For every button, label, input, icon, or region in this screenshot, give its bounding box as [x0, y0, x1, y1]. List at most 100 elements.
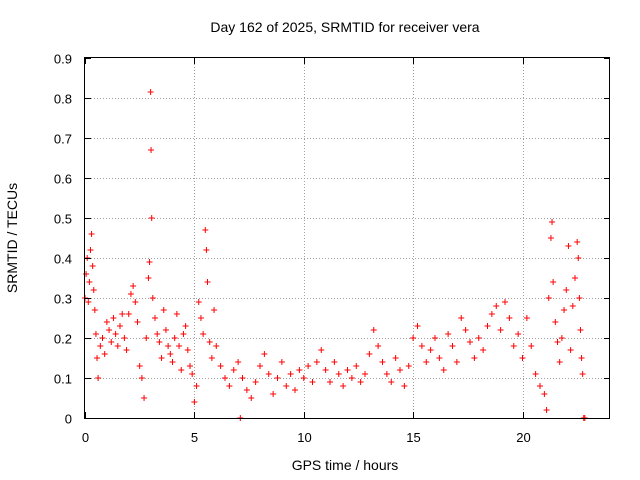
data-point — [154, 331, 161, 337]
data-point — [462, 327, 469, 333]
y-tick-labels: 0 0.1 0.2 0.3 0.4 0.5 0.6 0.7 0.8 0.9 — [54, 52, 72, 427]
data-point — [556, 359, 563, 365]
data-point — [87, 247, 94, 253]
data-point — [383, 371, 390, 377]
chart-title: Day 162 of 2025, SRMTID for receiver ver… — [210, 19, 479, 35]
data-point — [340, 383, 347, 389]
data-point — [388, 379, 395, 385]
data-point — [574, 239, 581, 245]
data-point — [348, 375, 355, 381]
data-point — [335, 371, 342, 377]
data-point — [147, 89, 154, 95]
data-point — [578, 355, 585, 361]
data-point — [357, 379, 364, 385]
data-point — [265, 371, 272, 377]
data-point — [519, 355, 526, 361]
data-point — [418, 343, 425, 349]
data-point — [558, 335, 565, 341]
data-point — [436, 355, 443, 361]
data-point — [145, 275, 152, 281]
data-point — [475, 335, 482, 341]
y-tick-label: 0.9 — [54, 52, 72, 67]
data-point — [112, 331, 119, 337]
data-point — [488, 311, 495, 317]
data-point — [471, 355, 478, 361]
data-point — [547, 235, 554, 241]
x-tick-labels: 0 5 10 15 20 — [82, 430, 531, 445]
data-point — [252, 379, 259, 385]
plot-frame — [84, 57, 610, 419]
data-point — [91, 307, 98, 313]
data-point — [397, 367, 403, 373]
data-point — [576, 295, 583, 301]
data-point — [123, 347, 130, 353]
data-point — [567, 347, 574, 353]
data-point — [261, 351, 268, 357]
x-axis-label: GPS time / hours — [292, 457, 399, 473]
data-point — [493, 303, 500, 309]
data-point — [344, 367, 351, 373]
data-point — [569, 303, 576, 309]
data-point — [125, 311, 132, 317]
data-point — [176, 343, 183, 349]
data-point — [148, 147, 155, 153]
data-point — [292, 387, 298, 393]
data-point — [117, 323, 123, 329]
data-point — [148, 215, 155, 221]
data-point — [572, 275, 578, 281]
data-point — [565, 243, 572, 249]
data-point — [149, 295, 156, 301]
data-point — [549, 219, 556, 225]
data-point — [108, 339, 115, 345]
data-point — [195, 299, 202, 305]
grid — [85, 58, 610, 418]
data-point — [101, 351, 108, 357]
data-point — [99, 335, 106, 341]
data-point — [189, 371, 196, 377]
data-point — [178, 367, 185, 373]
data-point — [484, 323, 491, 329]
data-point — [575, 255, 582, 261]
data-point — [103, 319, 110, 325]
data-point — [523, 315, 530, 321]
data-point — [353, 363, 360, 369]
data-point — [90, 287, 97, 293]
data-point — [274, 375, 281, 381]
data-point — [152, 315, 158, 321]
data-point — [532, 371, 539, 377]
data-point — [239, 375, 246, 381]
data-point — [211, 307, 218, 313]
data-point — [217, 363, 224, 369]
data-point — [191, 399, 198, 405]
data-point — [322, 367, 329, 373]
data-point — [132, 299, 139, 305]
data-point — [313, 359, 320, 365]
data-point — [427, 347, 434, 353]
data-point — [541, 391, 548, 397]
x-tick-label: 10 — [297, 430, 311, 445]
y-tick-label: 0.2 — [54, 332, 72, 347]
x-tick-label: 20 — [516, 430, 530, 445]
data-point — [543, 407, 550, 413]
data-point — [208, 355, 215, 361]
data-point — [182, 323, 189, 329]
axis-ticks — [85, 58, 610, 419]
data-point — [370, 327, 377, 333]
data-point — [143, 335, 150, 341]
data-point — [318, 347, 325, 353]
data-point — [184, 347, 191, 353]
data-point — [97, 343, 104, 349]
data-point — [235, 359, 242, 365]
data-point — [515, 331, 522, 337]
data-point — [141, 395, 148, 401]
data-point — [287, 371, 294, 377]
data-point — [537, 383, 543, 389]
data-point — [405, 363, 412, 369]
data-point — [162, 327, 169, 333]
data-point — [497, 327, 504, 333]
y-tick-label: 0 — [65, 412, 72, 427]
data-point — [362, 371, 368, 377]
data-point — [545, 295, 552, 301]
x-tick-label: 5 — [191, 430, 198, 445]
data-point — [222, 375, 228, 381]
